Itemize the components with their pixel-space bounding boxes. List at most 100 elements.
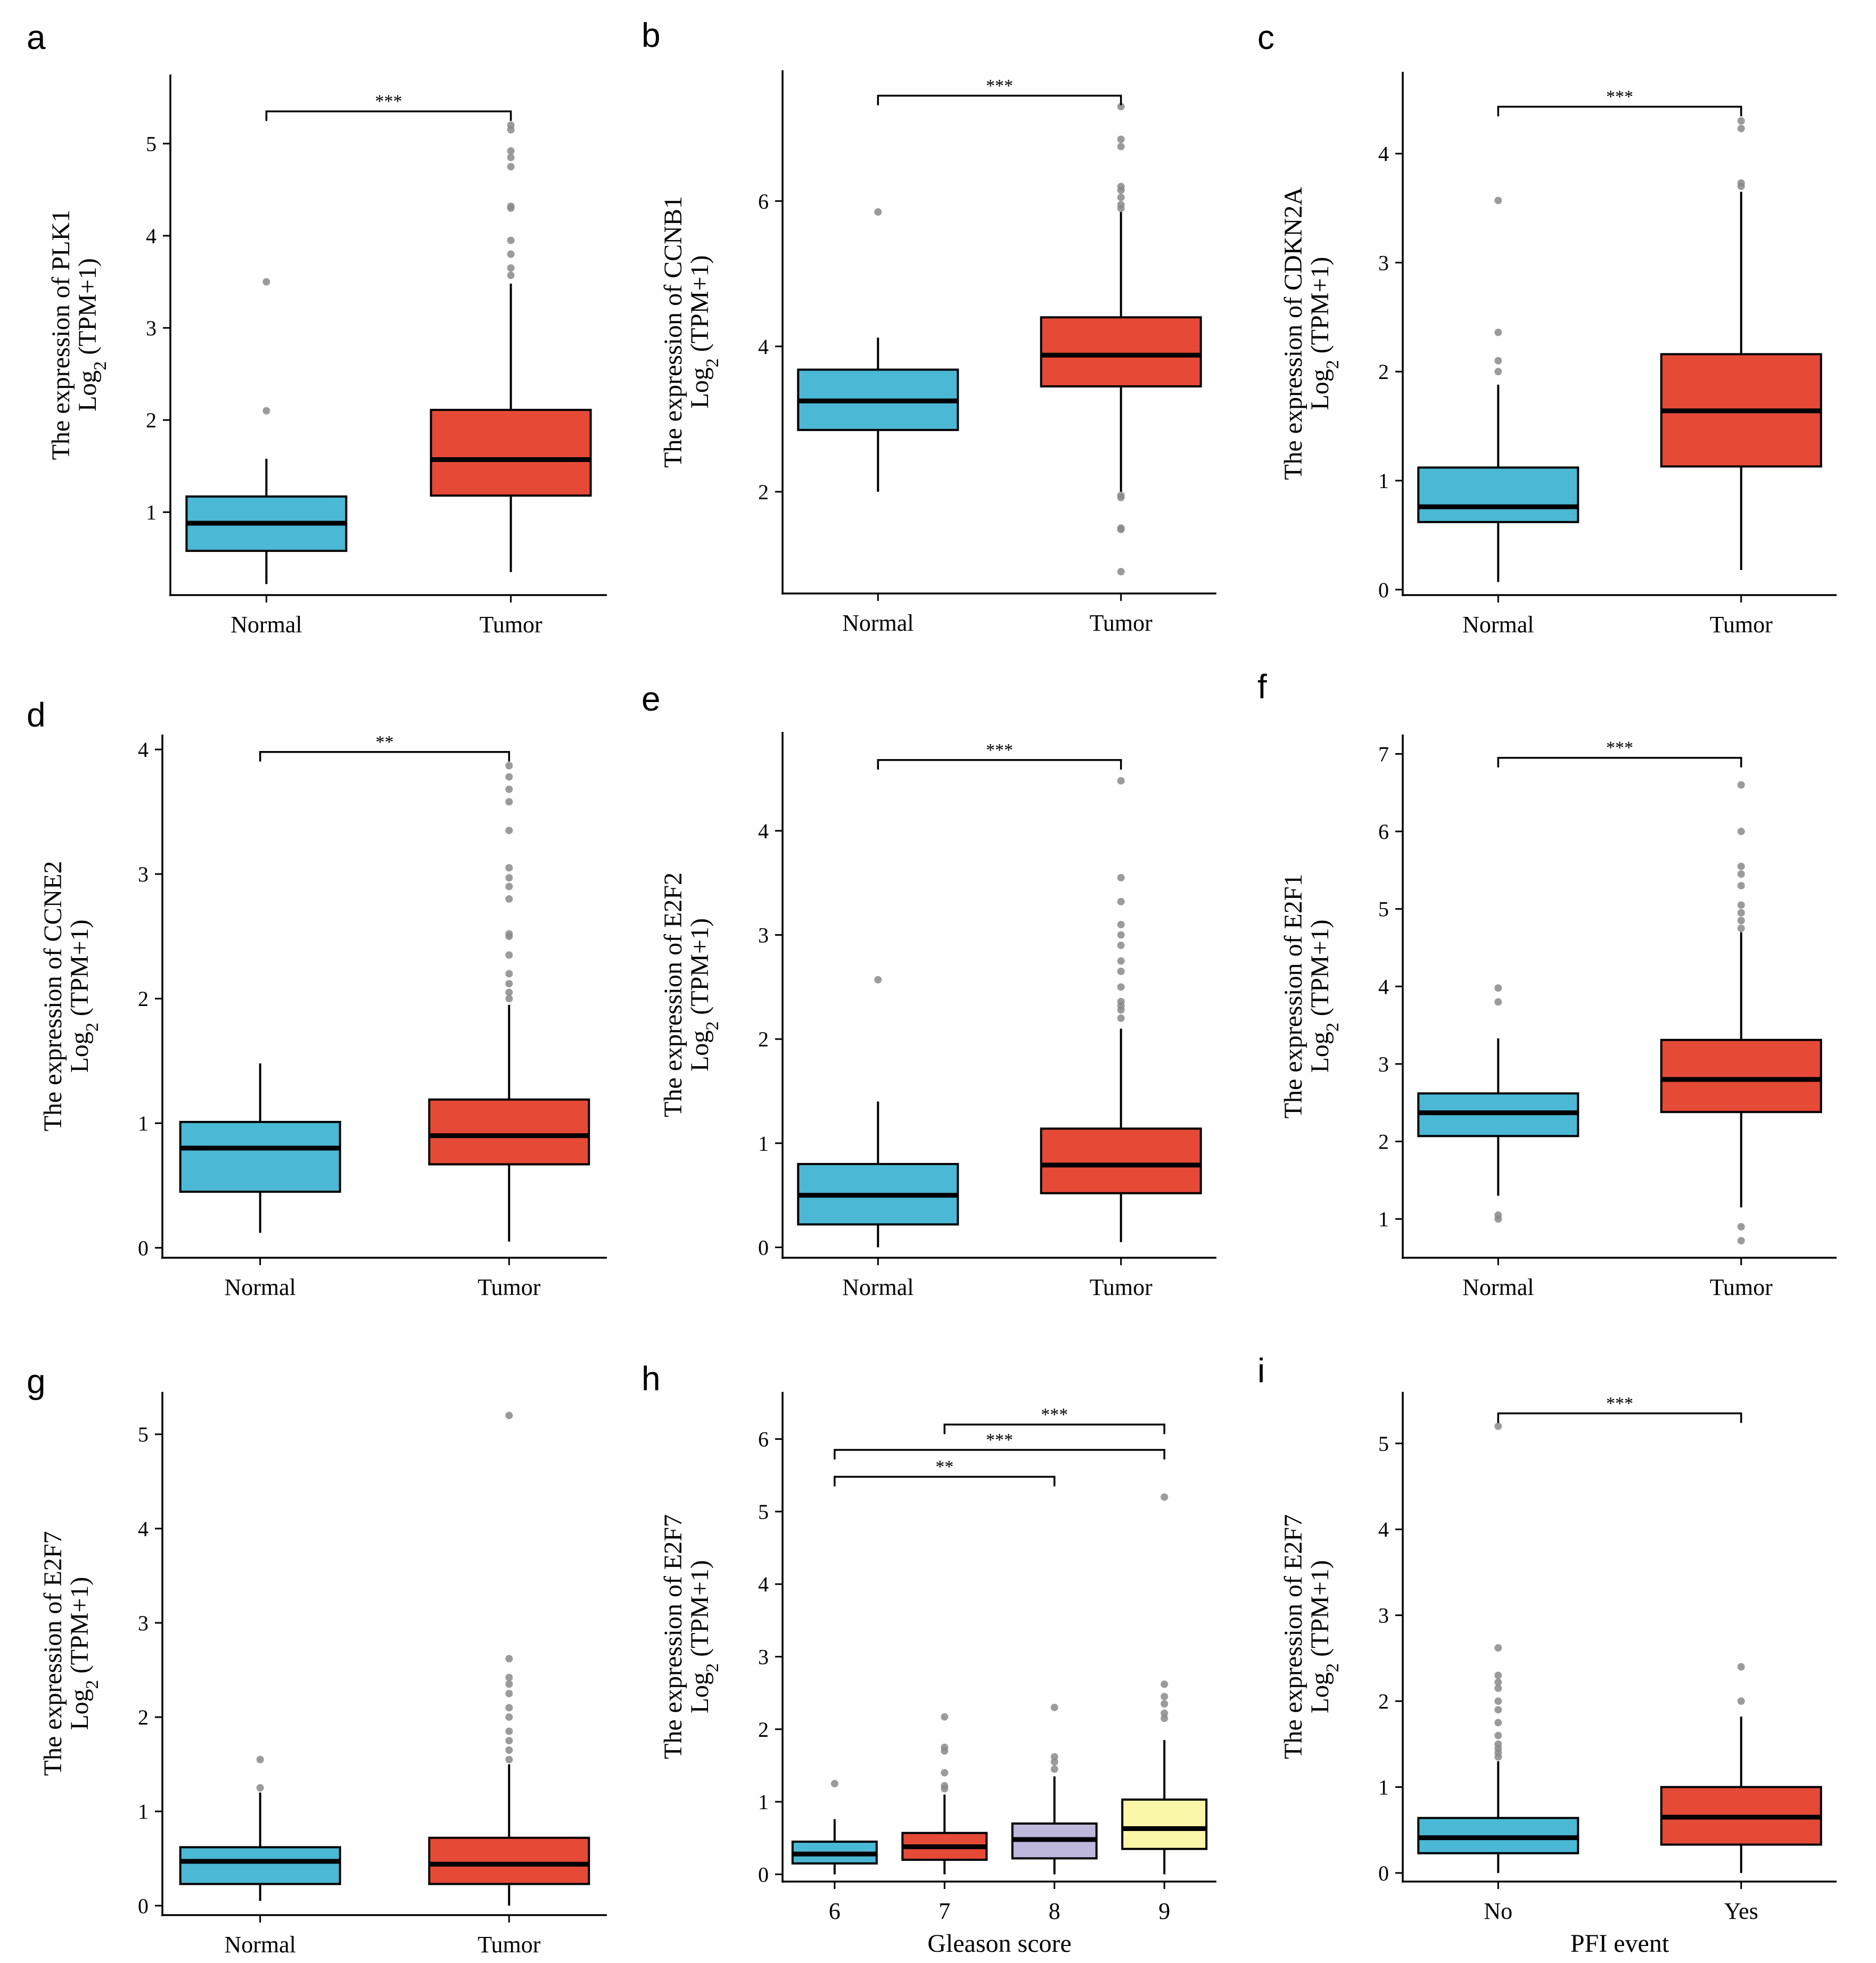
y-tick-label: 2 <box>758 480 769 504</box>
y-axis-label-line2: Log2 (TPM+1) <box>1306 257 1343 410</box>
y-tick-label: 5 <box>758 1500 769 1524</box>
y-tick-label: 2 <box>758 1718 769 1742</box>
outlier-point <box>1117 491 1125 499</box>
ylabel-subscript: 2 <box>703 358 722 367</box>
outlier-point <box>941 1713 949 1721</box>
outlier-point <box>1050 1703 1058 1711</box>
x-category-label: Tumor <box>478 1274 541 1300</box>
ylabel-unit: (TPM+1) <box>686 1560 714 1663</box>
y-tick-label: 1 <box>1378 1207 1389 1231</box>
outlier-point <box>1737 870 1745 878</box>
y-tick-label: 3 <box>146 316 157 340</box>
ylabel-subscript: 2 <box>83 1022 102 1032</box>
outlier-point <box>1117 193 1125 201</box>
outlier-point <box>874 976 882 984</box>
y-tick-label: 5 <box>138 1423 149 1447</box>
outlier-point <box>505 1412 513 1420</box>
y-tick-label: 4 <box>758 819 769 843</box>
outlier-point <box>505 827 513 835</box>
outlier-point <box>1737 909 1745 917</box>
outlier-point <box>1050 1765 1058 1773</box>
y-tick-label: 3 <box>1378 1052 1389 1076</box>
y-tick-label: 4 <box>758 335 769 359</box>
x-category-label: Normal <box>842 610 914 636</box>
ylabel-log: Log <box>65 1689 94 1730</box>
y-tick-label: 2 <box>138 1705 149 1729</box>
ylabel-subscript: 2 <box>703 1663 722 1672</box>
outlier-point <box>505 1727 513 1735</box>
outlier-point <box>1737 917 1745 925</box>
outlier-point <box>1161 1680 1169 1688</box>
outlier-point <box>1737 1236 1745 1244</box>
y-tick-label: 3 <box>138 862 149 886</box>
y-tick-label: 0 <box>758 1235 769 1259</box>
ylabel-log: Log <box>1306 369 1334 410</box>
outlier-point <box>505 995 513 1003</box>
significance-bracket <box>259 751 511 762</box>
y-axis-label-line1: The expression of E2F7 <box>1279 1514 1307 1759</box>
significance-bracket <box>265 110 512 121</box>
x-category-label: Yes <box>1724 1898 1758 1924</box>
outlier-point <box>505 1689 513 1697</box>
y-axis-label-line2: Log2 (TPM+1) <box>686 255 722 408</box>
significance-label: *** <box>1041 1405 1068 1424</box>
y-tick-label: 2 <box>758 1027 769 1051</box>
outlier-point <box>1494 1211 1502 1219</box>
outlier-point <box>505 773 513 781</box>
ylabel-subscript: 2 <box>90 361 110 370</box>
y-tick-label: 0 <box>1378 578 1389 602</box>
significance-label: *** <box>986 76 1013 96</box>
ylabel-log: Log <box>686 1030 714 1071</box>
outlier-point <box>1494 1731 1502 1739</box>
outlier-point <box>505 1755 513 1763</box>
outlier-point <box>1117 997 1125 1005</box>
ylabel-unit: (TPM+1) <box>686 255 714 358</box>
outlier-point <box>1494 1719 1502 1727</box>
ylabel-unit: (TPM+1) <box>65 919 94 1022</box>
y-tick-label: 2 <box>1378 1689 1389 1713</box>
y-tick-label: 3 <box>758 923 769 947</box>
significance-bracket <box>1497 1412 1742 1423</box>
outlier-point <box>1737 901 1745 909</box>
x-category-label: Tumor <box>1090 1274 1153 1300</box>
ylabel-log: Log <box>1306 1672 1334 1713</box>
panel-letter: e <box>641 680 661 718</box>
significance-bracket <box>943 1423 1165 1434</box>
outlier-point <box>830 1780 838 1787</box>
y-tick-label: 1 <box>138 1800 149 1824</box>
ylabel-subscript: 2 <box>703 1021 722 1030</box>
outlier-point <box>262 278 270 286</box>
outlier-point <box>941 1743 949 1751</box>
outlier-point <box>505 1746 513 1754</box>
outlier-point <box>507 163 515 171</box>
y-tick-label: 4 <box>138 738 149 762</box>
y-tick-label: 2 <box>1378 1130 1389 1154</box>
x-category-label: Tumor <box>1710 1274 1773 1300</box>
significance-label: *** <box>1606 87 1633 107</box>
box-9 <box>1121 1798 1208 1850</box>
y-tick-label: 7 <box>1378 742 1389 766</box>
outlier-point <box>1494 328 1502 336</box>
outlier-point <box>1161 1709 1169 1717</box>
x-category-label: 8 <box>1049 1898 1060 1924</box>
x-axis-title: PFI event <box>1570 1929 1669 1958</box>
ylabel-unit: (TPM+1) <box>1306 1560 1334 1663</box>
ylabel-log: Log <box>686 367 714 408</box>
outlier-point <box>1494 1740 1502 1748</box>
y-axis-label-line1: The expression of E2F7 <box>39 1531 67 1776</box>
x-category-label: 9 <box>1158 1898 1170 1924</box>
y-axis-label-line1: The expression of E2F7 <box>659 1514 687 1759</box>
x-category-label: Tumor <box>1710 612 1773 638</box>
outlier-point <box>1737 179 1745 187</box>
box-tumor <box>430 409 592 497</box>
outlier-point <box>505 1737 513 1745</box>
panel-letter: h <box>641 1359 661 1398</box>
panel-letter: a <box>27 18 46 56</box>
outlier-point <box>505 785 513 793</box>
outlier-point <box>507 202 515 210</box>
